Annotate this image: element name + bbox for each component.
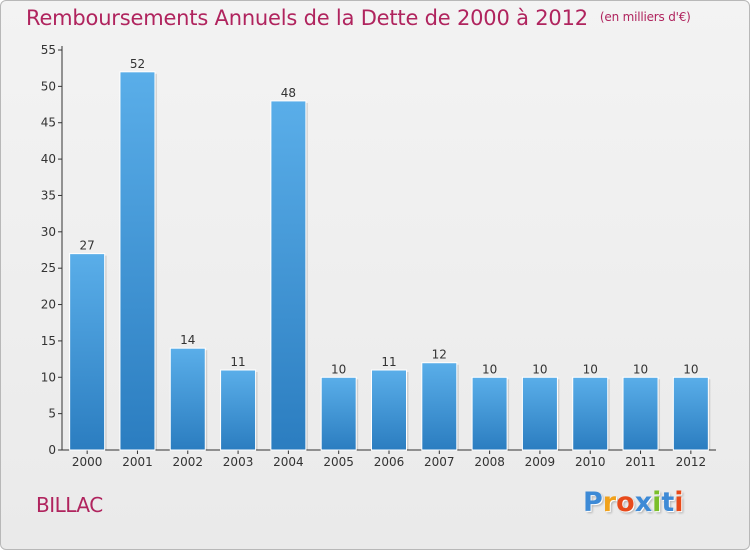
- bar: [69, 253, 106, 451]
- y-tick-label: 5: [48, 407, 56, 421]
- y-tick-label: 20: [41, 298, 56, 312]
- data-label: 27: [80, 239, 95, 253]
- x-tick-label: 2004: [273, 455, 304, 469]
- bar: [270, 100, 307, 451]
- data-label: 10: [482, 362, 497, 376]
- bar: [169, 347, 206, 451]
- bar: [220, 369, 257, 451]
- x-tick-label: 2012: [676, 455, 707, 469]
- data-label: 10: [683, 362, 698, 376]
- y-tick-label: 50: [41, 79, 56, 93]
- logo-letter: o: [616, 487, 635, 518]
- data-label: 52: [130, 57, 145, 71]
- bar: [622, 376, 659, 451]
- y-tick-label: 25: [41, 261, 56, 275]
- y-tick-label: 10: [41, 370, 56, 384]
- x-tick-label: 2003: [223, 455, 254, 469]
- logo-letter: r: [602, 487, 617, 518]
- x-tick-label: 2007: [424, 455, 455, 469]
- chart-labels: 2000 27 2001 52 2002 14 2003 11 2004 48 2005 10 2006…: [72, 57, 706, 469]
- y-tick-label: 35: [41, 188, 56, 202]
- bar: [421, 362, 458, 451]
- logo-letter: t: [661, 487, 675, 518]
- y-tick-label: 40: [41, 152, 56, 166]
- x-tick-label: 2001: [122, 455, 153, 469]
- x-tick-label: 2006: [374, 455, 405, 469]
- data-label: 11: [230, 355, 245, 369]
- x-tick-label: 2000: [72, 455, 103, 469]
- data-label: 12: [432, 348, 447, 362]
- bar: [521, 376, 558, 451]
- chart-subtitle: (en milliers d'€): [599, 10, 691, 24]
- data-label: 11: [381, 355, 396, 369]
- chart-title-text: Remboursements Annuels de la Dette de 20…: [26, 6, 588, 30]
- bar: [119, 71, 156, 451]
- logo-letter: i: [652, 487, 662, 518]
- proxiti-logo: Proxiti: [583, 487, 684, 518]
- x-tick-label: 2009: [525, 455, 556, 469]
- data-label: 14: [180, 333, 195, 347]
- x-tick-label: 2002: [172, 455, 203, 469]
- bar: [320, 376, 357, 451]
- data-label: 10: [583, 362, 598, 376]
- y-tick-label: 45: [41, 116, 56, 130]
- x-tick-label: 2005: [323, 455, 354, 469]
- y-tick-label: 15: [41, 334, 56, 348]
- bar: [471, 376, 508, 451]
- logo-letter: x: [634, 487, 653, 518]
- logo-letter: i: [674, 487, 684, 518]
- y-tick-label: 0: [48, 443, 56, 457]
- data-label: 10: [331, 362, 346, 376]
- data-label: 10: [633, 362, 648, 376]
- bar: [371, 369, 407, 451]
- logo-letter: P: [583, 487, 603, 518]
- y-tick-label: 30: [41, 225, 56, 239]
- x-tick-label: 2010: [575, 455, 606, 469]
- chart-title: Remboursements Annuels de la Dette de 20…: [26, 6, 691, 30]
- place-name: BILLAC: [36, 493, 103, 517]
- y-tick-label: 55: [41, 43, 56, 57]
- data-label: 48: [281, 86, 296, 100]
- data-label: 10: [532, 362, 547, 376]
- x-tick-label: 2011: [625, 455, 656, 469]
- x-tick-label: 2008: [474, 455, 505, 469]
- chart-bars: [69, 71, 711, 451]
- bar: [672, 376, 709, 451]
- bar: [572, 376, 609, 451]
